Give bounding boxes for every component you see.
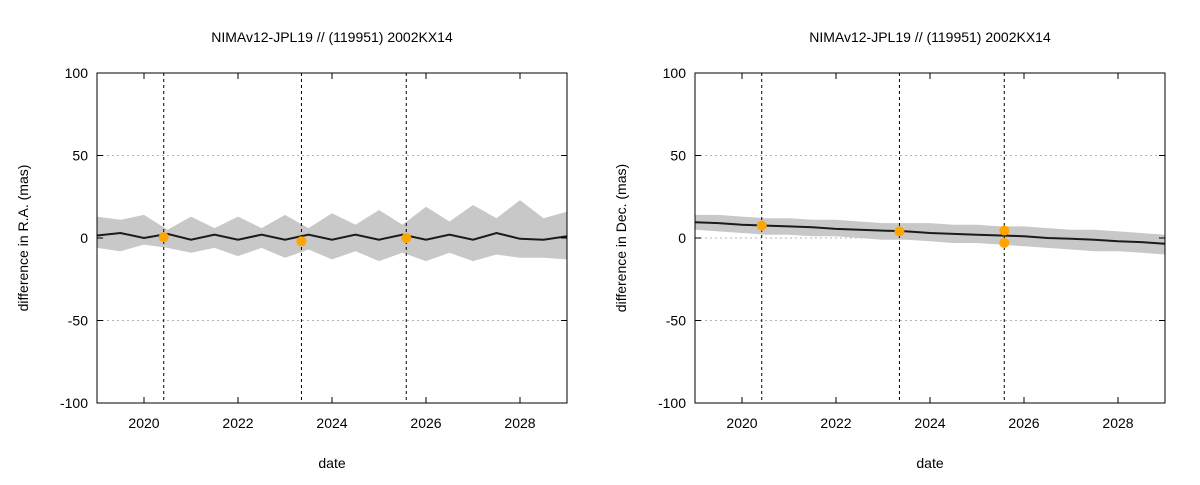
observation-point — [401, 233, 412, 243]
x-tick-label: 2022 — [820, 415, 851, 431]
y-tick-label: 50 — [72, 148, 88, 164]
x-tick-label: 2028 — [504, 415, 535, 431]
x-tick-label: 2024 — [316, 415, 347, 431]
plot-area — [97, 73, 567, 403]
y-tick-label: 100 — [65, 65, 89, 81]
uncertainty-band — [695, 214, 1165, 255]
observation-point — [894, 226, 905, 237]
x-axis: 2020 2022 2024 2026 2028 — [128, 73, 536, 431]
x-axis-label: date — [916, 455, 943, 471]
x-axis-label: date — [318, 455, 345, 471]
y-tick-label: -100 — [60, 395, 88, 411]
observation-point — [296, 236, 307, 247]
chart-panel-2: NIMAv12-JPL19 // (119951) 2002KX14 date di… — [613, 29, 1166, 471]
x-tick-label: 2026 — [1008, 415, 1039, 431]
y-tick-label: -100 — [658, 395, 686, 411]
observation-point — [756, 220, 767, 231]
y-tick-label: -50 — [68, 313, 88, 329]
difference-line — [695, 221, 1165, 245]
uncertainty-band — [97, 200, 567, 262]
x-tick-label: 2022 — [222, 415, 253, 431]
x-tick-label: 2024 — [914, 415, 945, 431]
observation-point — [999, 225, 1010, 236]
x-tick-label: 2028 — [1102, 415, 1133, 431]
chart-panel-1: NIMAv12-JPL19 // (119951) 2002KX14 date di… — [15, 29, 568, 471]
x-axis: 2020 2022 2024 2026 2028 — [726, 73, 1134, 431]
x-tick-label: 2020 — [128, 415, 159, 431]
observation-point — [999, 237, 1010, 248]
y-tick-label: 50 — [670, 148, 686, 164]
observation-point — [158, 232, 169, 243]
y-tick-label: 100 — [663, 65, 687, 81]
difference-line — [97, 231, 567, 241]
x-tick-label: 2020 — [726, 415, 757, 431]
y-axis: -100 -50 0 50 100 — [60, 65, 567, 411]
y-tick-label: 0 — [678, 230, 686, 246]
chart-title: NIMAv12-JPL19 // (119951) 2002KX14 — [809, 29, 1051, 45]
y-tick-label: 0 — [80, 230, 88, 246]
y-axis-label: difference in Dec. (mas) — [613, 164, 629, 312]
chart-title: NIMAv12-JPL19 // (119951) 2002KX14 — [211, 29, 453, 45]
x-tick-label: 2026 — [410, 415, 441, 431]
y-tick-label: -50 — [666, 313, 686, 329]
y-axis: -100 -50 0 50 100 — [658, 65, 1165, 411]
plot-area — [695, 73, 1165, 403]
y-axis-label: difference in R.A. (mas) — [15, 165, 31, 312]
